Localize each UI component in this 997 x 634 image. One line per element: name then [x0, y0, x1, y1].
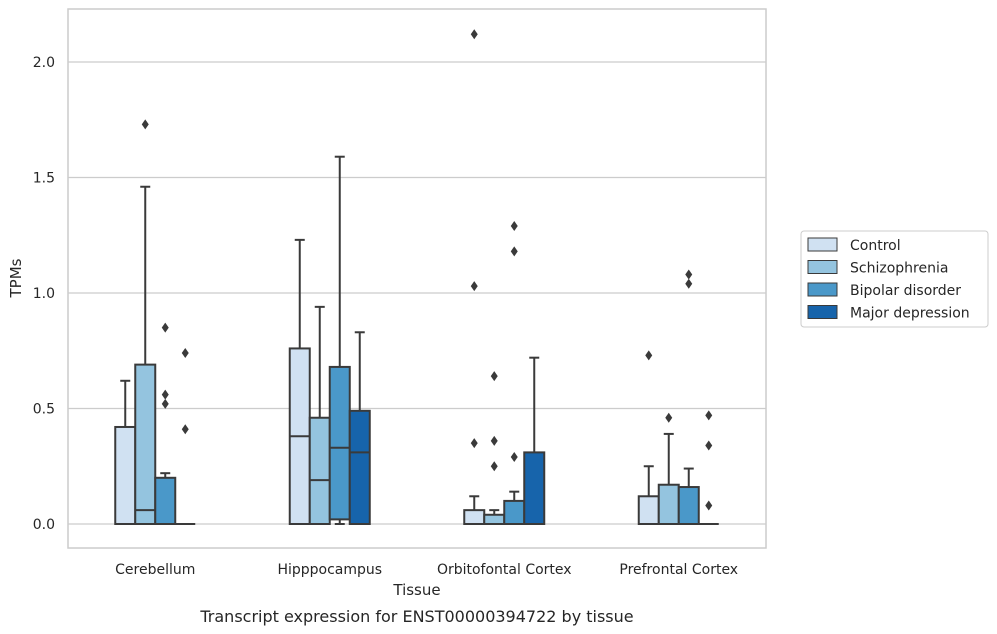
box-body — [348, 409, 371, 525]
box-body — [503, 499, 526, 525]
y-tick-label: 0.5 — [33, 402, 55, 418]
outlier-point — [510, 246, 518, 257]
outlier-point — [510, 221, 518, 232]
box-body — [523, 451, 546, 526]
outlier-point — [141, 119, 149, 130]
box-control — [114, 379, 137, 526]
box-major-depression — [698, 410, 719, 525]
y-axis-label: TPMs — [7, 258, 25, 298]
outlier-point — [705, 410, 713, 421]
outlier-point — [490, 435, 498, 446]
outlier-point — [685, 278, 693, 289]
outlier-point — [510, 452, 518, 463]
box-bipolar-disorder — [328, 155, 351, 525]
outlier-point — [490, 461, 498, 472]
y-tick-label: 1.5 — [33, 171, 55, 187]
box-body — [657, 483, 680, 526]
y-tick-label: 0.0 — [33, 517, 55, 533]
outlier-point — [181, 348, 189, 359]
outlier-point — [685, 269, 693, 280]
y-tick-label: 2.0 — [33, 55, 55, 71]
box-control — [463, 29, 486, 526]
outlier-point — [161, 389, 169, 400]
legend-label: Bipolar disorder — [850, 283, 961, 299]
legend-swatch — [807, 282, 838, 297]
x-tick-label: Cerebellum — [115, 562, 195, 578]
box-major-depression — [523, 356, 546, 526]
boxes — [114, 29, 719, 526]
outlier-point — [470, 29, 478, 40]
grid-lines — [68, 61, 766, 525]
box-major-depression — [175, 348, 196, 525]
outlier-point — [645, 350, 653, 361]
box-body — [483, 513, 506, 526]
box-bipolar-disorder — [503, 221, 526, 525]
box-control — [637, 350, 660, 525]
box-schizophrenia — [308, 305, 331, 525]
outlier-point — [161, 398, 169, 409]
outlier-point — [161, 322, 169, 333]
box-major-depression — [348, 331, 371, 525]
box-body — [328, 365, 351, 521]
legend: Control Schizophrenia Bipolar disorder Majo… — [800, 230, 989, 328]
x-tick-labels: Cerebellum Hipppocampus Orbitofontal Corte… — [115, 562, 738, 578]
outlier-point — [470, 281, 478, 292]
box-schizophrenia — [134, 119, 157, 525]
legend-swatch — [807, 305, 838, 319]
legend-label: Major depression — [850, 306, 970, 322]
box-body — [134, 363, 157, 525]
box-bipolar-disorder — [677, 269, 700, 526]
outlier-point — [470, 438, 478, 449]
legend-label: Control — [850, 238, 901, 254]
box-body — [308, 416, 331, 525]
box-body — [154, 476, 177, 525]
outlier-point — [705, 500, 713, 511]
box-schizophrenia — [657, 412, 680, 526]
plot-frame — [67, 8, 767, 549]
box-body — [463, 509, 486, 526]
box-body — [114, 425, 137, 526]
legend-label: Schizophrenia — [850, 261, 948, 277]
legend-swatch — [807, 237, 838, 252]
box-body — [677, 486, 700, 526]
x-tick-label: Prefrontal Cortex — [619, 562, 738, 578]
box-body — [637, 495, 660, 525]
box-control — [288, 238, 311, 525]
outlier-point — [665, 412, 673, 423]
y-tick-labels: 0.0 0.5 1.0 1.5 2.0 — [33, 55, 55, 533]
outlier-point — [490, 371, 498, 382]
x-tick-label: Orbitofontal Cortex — [437, 562, 572, 578]
outlier-point — [181, 424, 189, 435]
box-bipolar-disorder — [154, 322, 177, 525]
box-schizophrenia — [483, 371, 506, 526]
legend-swatch — [807, 260, 838, 274]
x-tick-label: Hipppocampus — [277, 562, 382, 578]
legend-frame — [800, 230, 989, 328]
y-tick-label: 1.0 — [33, 286, 55, 302]
outlier-point — [705, 440, 713, 451]
x-axis-label: Tissue — [392, 581, 440, 599]
chart-caption: Transcript expression for ENST0000039472… — [199, 607, 633, 626]
